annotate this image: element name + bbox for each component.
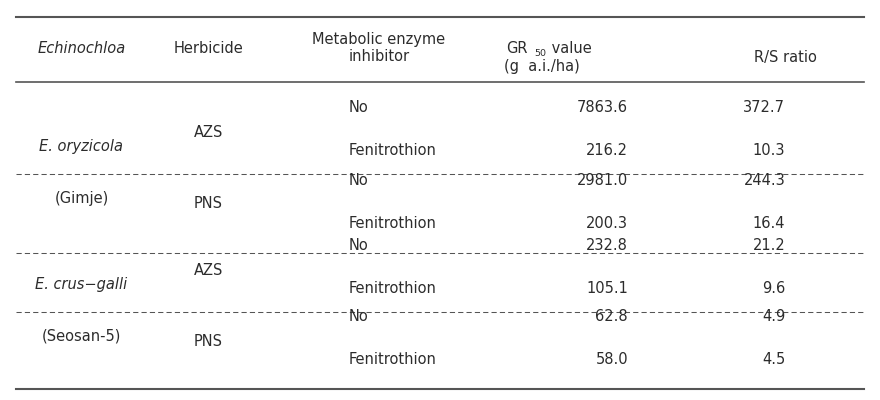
Text: PNS: PNS (194, 196, 223, 212)
Text: Herbicide: Herbicide (173, 41, 243, 56)
Text: value: value (546, 41, 591, 56)
Text: (g  a.i./ha): (g a.i./ha) (504, 59, 580, 74)
Text: Fenitrothion: Fenitrothion (348, 281, 436, 296)
Text: Fenitrothion: Fenitrothion (348, 352, 436, 367)
Text: GR: GR (507, 41, 528, 56)
Text: 62.8: 62.8 (596, 309, 628, 324)
Text: 216.2: 216.2 (586, 143, 628, 158)
Text: AZS: AZS (194, 125, 223, 140)
Text: 7863.6: 7863.6 (577, 100, 628, 115)
Text: 232.8: 232.8 (586, 238, 628, 253)
Text: No: No (348, 309, 368, 324)
Text: (Seosan-5): (Seosan-5) (41, 328, 121, 344)
Text: 200.3: 200.3 (586, 216, 628, 231)
Text: PNS: PNS (194, 334, 223, 350)
Text: AZS: AZS (194, 263, 223, 278)
Text: 4.9: 4.9 (762, 309, 786, 324)
Text: 372.7: 372.7 (744, 100, 786, 115)
Text: E. crus−galli: E. crus−galli (35, 277, 128, 292)
Text: E. oryzicola: E. oryzicola (40, 139, 123, 154)
Text: 4.5: 4.5 (762, 352, 786, 367)
Text: 58.0: 58.0 (596, 352, 628, 367)
Text: 9.6: 9.6 (762, 281, 786, 296)
Text: Fenitrothion: Fenitrothion (348, 216, 436, 231)
Text: 16.4: 16.4 (753, 216, 786, 231)
Text: 50: 50 (534, 49, 546, 58)
Text: (Gimje): (Gimje) (55, 190, 108, 206)
Text: 2981.0: 2981.0 (576, 173, 628, 188)
Text: 10.3: 10.3 (753, 143, 786, 158)
Text: R/S ratio: R/S ratio (754, 50, 817, 65)
Text: Fenitrothion: Fenitrothion (348, 143, 436, 158)
Text: 105.1: 105.1 (586, 281, 628, 296)
Text: Metabolic enzyme
inhibitor: Metabolic enzyme inhibitor (312, 32, 445, 64)
Text: 21.2: 21.2 (752, 238, 786, 253)
Text: 244.3: 244.3 (744, 173, 786, 188)
Text: No: No (348, 173, 368, 188)
Text: No: No (348, 238, 368, 253)
Text: Echinochloa: Echinochloa (37, 41, 126, 56)
Text: No: No (348, 100, 368, 115)
